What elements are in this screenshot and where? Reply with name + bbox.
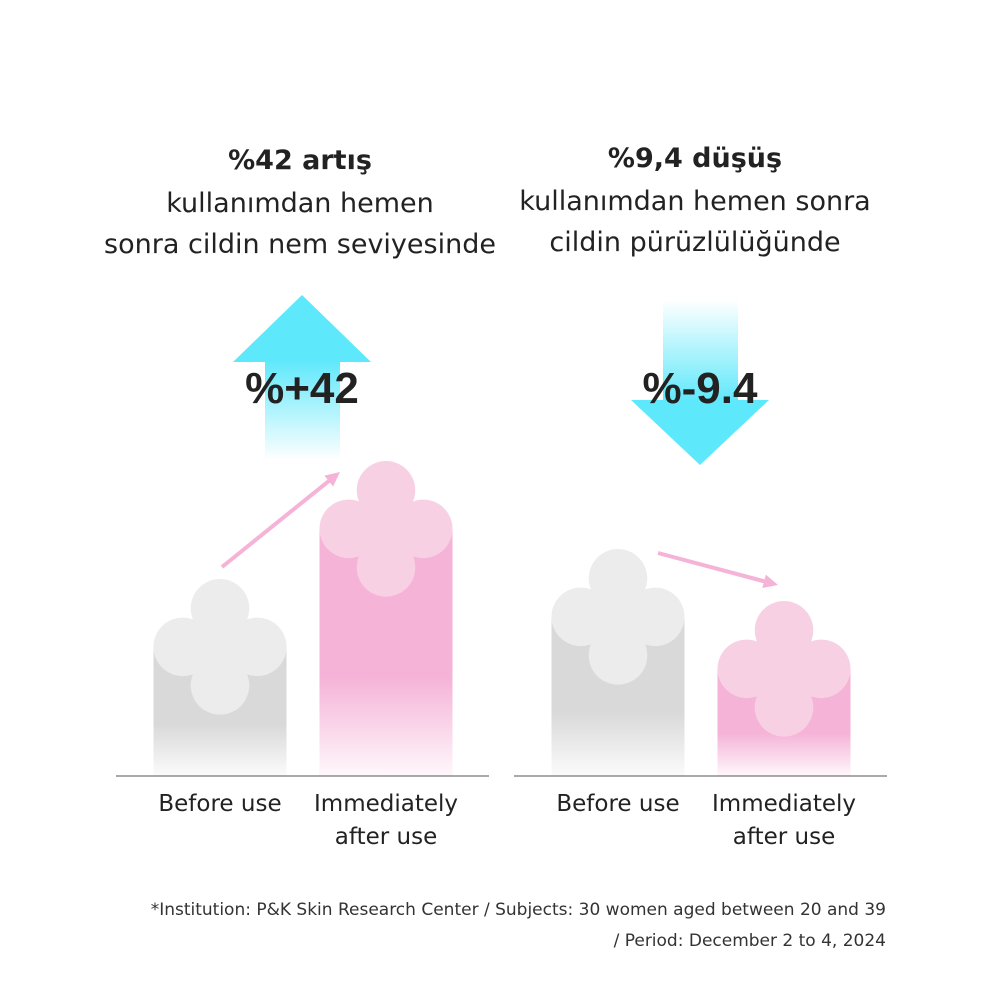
arrow-head [631, 400, 769, 465]
chart-title: %42 artış [228, 145, 372, 176]
subtitle-line: sonra cildin nem seviyesinde [104, 229, 496, 260]
subtitle-line: cildin pürüzlülüğünde [549, 227, 841, 258]
footnote-line: *Institution: P&K Skin Research Center /… [150, 900, 886, 920]
arrow-shaft [663, 300, 738, 402]
bar [551, 549, 685, 776]
x-tick-label: Before use [158, 791, 282, 817]
subtitle-line: kullanımdan hemen [166, 188, 434, 219]
bar [153, 579, 287, 776]
annotation: %+42 [245, 364, 359, 413]
chart-title: %9,4 düşüş [607, 143, 783, 174]
flower-petal [588, 587, 648, 647]
x-tick-label: Immediately after use [314, 791, 458, 850]
bar [717, 601, 851, 776]
x-tick-label: Immediately after use [712, 791, 856, 850]
trend-arrow [220, 476, 334, 569]
flower-petal [356, 499, 416, 559]
x-tick-label: Before use [556, 791, 680, 817]
subtitle-line: kullanımdan hemen sonra [519, 186, 871, 217]
trend-arrow [657, 551, 769, 585]
bar [319, 461, 453, 776]
flower-petal [190, 617, 250, 677]
trend-arrow-head [324, 472, 340, 487]
flower-petal [754, 639, 814, 699]
footnote-line: / Period: December 2 to 4, 2024 [613, 931, 886, 951]
arrow-shaft [265, 360, 340, 460]
trend-arrow-head [762, 574, 778, 589]
arrow-head [233, 295, 371, 362]
annotation: %-9.4 [642, 364, 758, 413]
